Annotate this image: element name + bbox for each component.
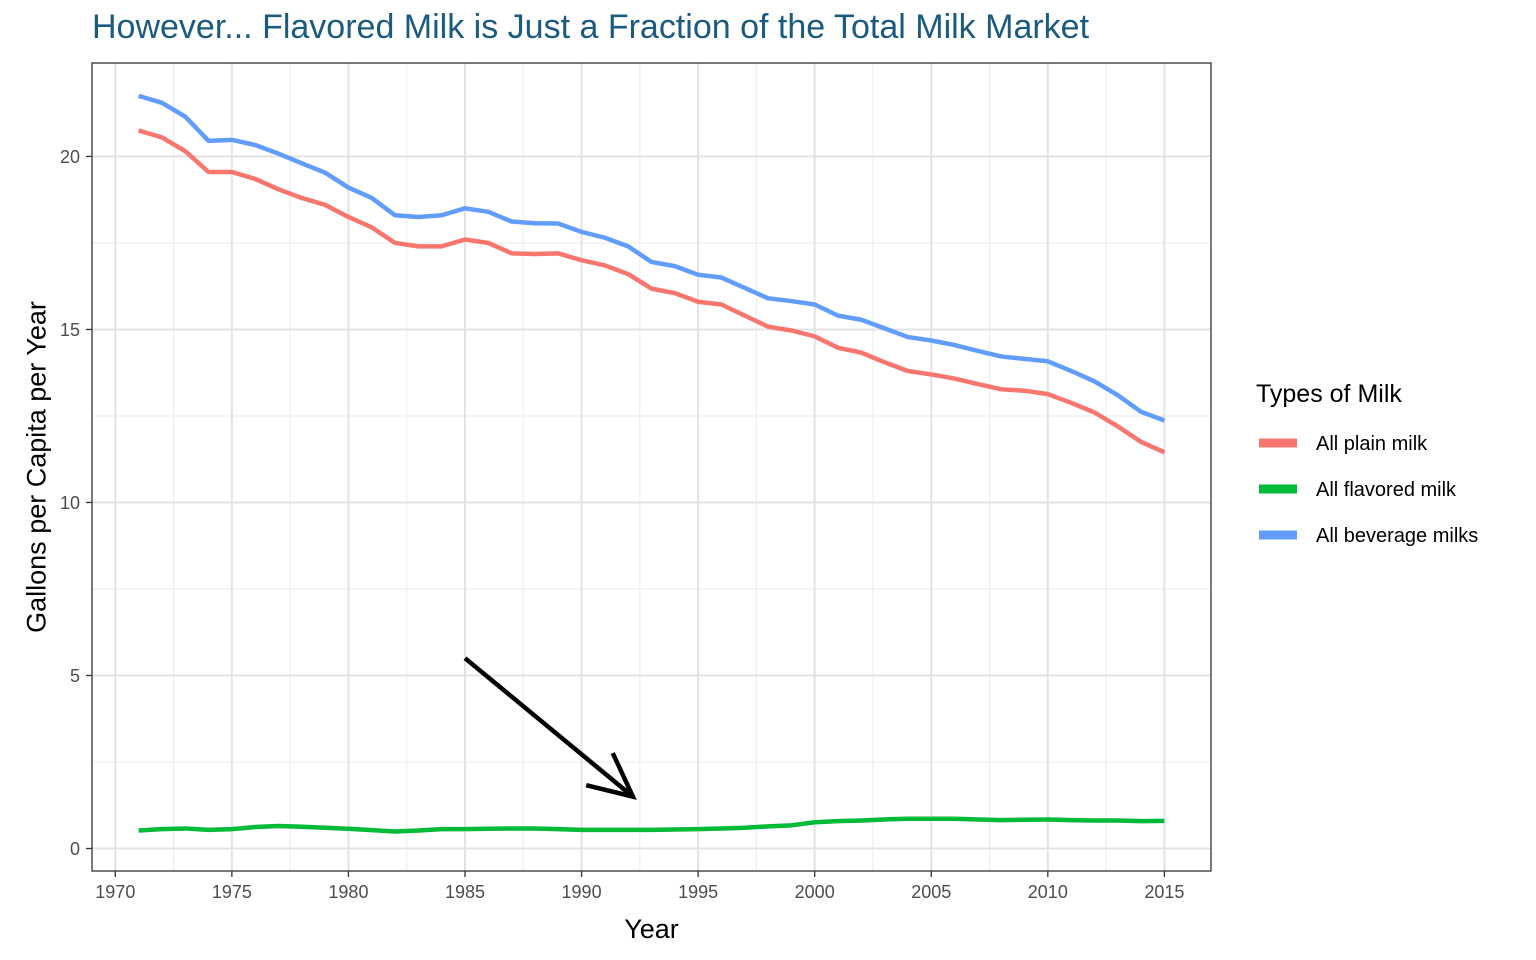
x-tick-label: 2010 [1028,882,1068,902]
x-tick-label: 1975 [212,882,252,902]
x-axis-title: Year [624,914,679,944]
y-tick-label: 10 [60,493,80,513]
legend: Types of Milk All plain milk All flavored… [1256,380,1478,547]
arrow-head [585,752,637,800]
annotation-arrow [463,656,637,800]
axes: 1970 1975 1980 1985 1990 1995 2000 2005 2010 2015… [60,147,1184,902]
x-tick-label: 2000 [795,882,835,902]
x-tick-label: 2015 [1144,882,1184,902]
y-tick-label: 0 [70,839,80,859]
y-axis-title: Gallons per Capita per Year [21,301,51,633]
series-lines [137,93,1166,834]
x-tick-label: 2005 [911,882,951,902]
series-line-all-beverage-milks [137,93,1166,423]
x-tick-label: 1985 [445,882,485,902]
y-tick-label: 15 [60,320,80,340]
grid-lines [92,63,1211,871]
legend-label-all-beverage-milks: All beverage milks [1316,525,1478,547]
legend-title: Types of Milk [1256,380,1402,408]
x-tick-label: 1980 [328,882,368,902]
series-line-all-plain-milk [137,128,1166,455]
x-tick-label: 1990 [562,882,602,902]
arrow-shaft [463,656,635,799]
legend-label-all-flavored-milk: All flavored milk [1316,479,1457,501]
y-tick-label: 5 [70,666,80,686]
plot-panel-border [91,62,1212,872]
y-tick-label: 20 [60,147,80,167]
x-tick-label: 1995 [678,882,718,902]
legend-label-all-plain-milk: All plain milk [1316,433,1428,455]
series-line-all-flavored-milk [138,816,1165,834]
x-tick-label: 1970 [95,882,135,902]
chart-title: However... Flavored Milk is Just a Fract… [92,8,1090,46]
